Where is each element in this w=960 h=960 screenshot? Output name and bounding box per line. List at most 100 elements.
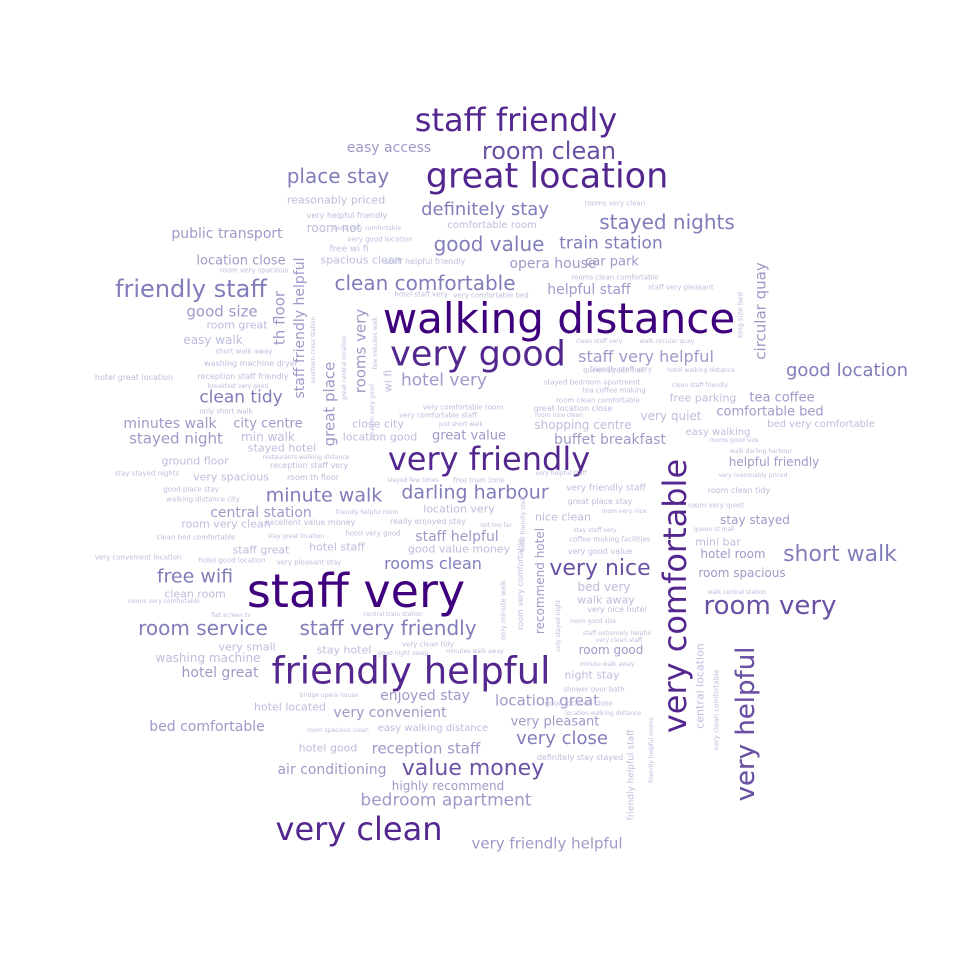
word-staff-helpful: staff helpful (415, 529, 499, 545)
word-stayed-night: stayed night (129, 429, 223, 448)
word-helpful-staff: helpful staff (547, 282, 631, 298)
word-queen-st-mall: queen st mall (693, 526, 735, 533)
word-hotel-staff: hotel staff (309, 540, 365, 554)
word-rooms-clean-comfortable: rooms clean comfortable (571, 273, 659, 282)
word-opera-house: opera house (509, 256, 597, 272)
word-location-very: location very (423, 502, 495, 516)
word-friendly-staff: friendly staff (115, 275, 267, 303)
word-public-transport: public transport (171, 226, 283, 242)
word-very-friendly: very friendly (387, 440, 591, 478)
word-only-short-walk: only short walk (199, 407, 253, 416)
word-room-th-floor: room th floor (286, 473, 340, 482)
word-easy-access: easy access (346, 140, 432, 156)
word-bed-comfortable: bed comfortable (149, 719, 265, 735)
word-clean-comfortable: clean comfortable (334, 271, 516, 295)
word-helpful-friendly: helpful friendly (728, 455, 820, 469)
word-very-helpful-staff: very helpful staff (535, 470, 587, 477)
word-room-service: room service (138, 616, 268, 640)
word-reception-staff-friendly: reception staff friendly (197, 372, 289, 381)
word-reasonably-priced: reasonably priced (286, 193, 386, 207)
word-walk-away: walk away (577, 593, 635, 607)
word-room-very-clean: room very clean (181, 517, 271, 531)
word-room-great: room great (206, 318, 268, 332)
word-very-pleasant-stay: very pleasant stay (276, 558, 342, 567)
word-good-location: good location (785, 360, 909, 381)
word-clean-room: clean room (164, 587, 226, 601)
word-washing-machine: washing machine (155, 651, 261, 665)
word-hotel-friendly-staff: hotel friendly staff (520, 496, 527, 552)
word-central-location: central location (693, 643, 707, 729)
word-tea-coffee: tea coffee (749, 390, 815, 406)
word-shower-over-bath: shower over bath (563, 685, 625, 694)
word-room-nice-clean: room nice clean (535, 412, 583, 419)
word-recommend-hotel: recommend hotel (533, 527, 547, 635)
word-very-comfortable-staff: very comfortable staff (399, 411, 477, 420)
word-buffet-breakfast: buffet breakfast (554, 432, 666, 448)
word-room-clean-comfortable: room clean comfortable (556, 396, 640, 405)
word-minutes-walk-away: minutes walk away (446, 648, 504, 655)
word-very-good-location: very good location (347, 235, 413, 244)
word-stayed-nights: stayed nights (599, 210, 735, 234)
word-hotel-good: hotel good (298, 741, 358, 755)
word-stayed-bedroom-apartment: stayed bedroom apartment (543, 378, 641, 387)
word-only-stayed-night: only stayed night (555, 599, 562, 653)
word-rooms-clean: rooms clean (384, 554, 482, 573)
word-hotel-walking-distance: hotel walking distance (667, 367, 735, 374)
word-stay-stayed: stay stayed (720, 513, 790, 527)
word-room-very-spacious: room very spacious (219, 266, 289, 275)
word-location-close: location close (196, 253, 286, 269)
word-good-place-stay: good place stay (163, 485, 219, 494)
word-very-friendly-helpful: very friendly helpful (471, 834, 623, 853)
word-comfortable-room: comfortable room (447, 220, 537, 231)
word-clean-staff-friendly: clean staff friendly (671, 382, 729, 389)
word-hotel-great-location: hotel great location (94, 373, 174, 382)
word-rooms-very: rooms very (351, 308, 370, 394)
word-staff-extremely-helpful: staff extremely helpful (583, 630, 651, 637)
word-min-walk: min walk (241, 430, 295, 444)
word-washing-machine-dryer: washing machine dryer (204, 359, 298, 368)
word-very-reasonably-priced: very reasonably priced (718, 472, 788, 479)
word-room-clean: room clean (481, 137, 617, 165)
word-very-clean-tidy: very clean tidy (401, 640, 455, 649)
word-clean-staff-very: clean staff very (575, 338, 623, 345)
word-restaurants-walking-distance: restaurants walking distance (262, 454, 350, 461)
word-th-floor: th floor (270, 290, 289, 346)
word-free-parking: free parking (669, 391, 737, 405)
word-very-convenient-location: very convenient location (94, 553, 182, 562)
word-easy-walking-distance: easy walking distance (377, 723, 489, 734)
word-good-location-close: good location close (545, 699, 613, 708)
word-very-comfortable-room: very comfortable room (422, 403, 504, 412)
word-room-spacious: room spacious (698, 566, 786, 580)
word-reception-staff-very: reception staff very (269, 461, 349, 470)
word-close-city: close city (352, 417, 404, 431)
word-room-good: room good (578, 643, 644, 657)
word-location-very-good: location very good (369, 384, 376, 440)
word-tea-coffee-making: tea coffee making (582, 386, 646, 395)
word-staff-very-helpful: staff very helpful (578, 347, 714, 366)
word-staff-very-friendly: staff very friendly (299, 616, 477, 640)
word-hotel-staff-very: hotel staff very (394, 290, 448, 299)
word-hotel-great: hotel great (181, 665, 259, 681)
word-staff-friendly: staff friendly (414, 101, 618, 139)
word-rooms-very-clean: rooms very clean (584, 199, 646, 208)
word-easy-walk: easy walk (183, 333, 243, 347)
word-night-stay: night stay (564, 668, 620, 682)
word-very-helpful: very helpful (731, 646, 761, 802)
word-room-not: room not (306, 221, 362, 235)
word-free-wi-fi: free wi fi (329, 244, 369, 255)
word-minutes-walk: minutes walk (123, 416, 217, 432)
word-coffee-making-facilities: coffee making facilities (569, 535, 651, 544)
word-very-small: very small (218, 640, 276, 654)
word-mini-bar: mini bar (695, 535, 741, 549)
word-room-very-quiet: room very quiet (688, 501, 744, 510)
word-very-friendly-staff: very friendly staff (566, 483, 646, 494)
word-southern-cross-station: southern cross station (310, 316, 317, 384)
word-bedroom-apartment: bedroom apartment (360, 790, 532, 811)
word-very-good: very good (390, 334, 566, 375)
word-stay-stayed-nights: stay stayed nights (114, 469, 180, 478)
word-flat-screen-tv: flat screen tv (211, 612, 251, 619)
word-very-comfortable: very comfortable (656, 458, 694, 734)
word-staff-friendly-helpful: staff friendly helpful (292, 257, 308, 399)
word-very-pleasant: very pleasant (510, 714, 600, 730)
